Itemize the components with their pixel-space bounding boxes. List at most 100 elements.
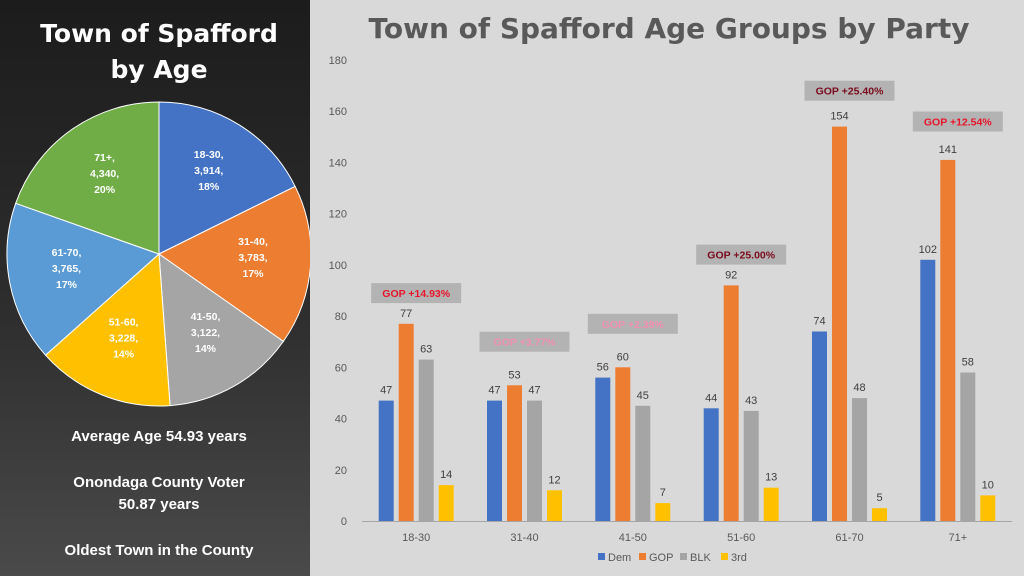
data-label-GOP-41-50: 60 [617, 351, 629, 363]
legend-label-Dem: Dem [608, 552, 631, 564]
data-label-Dem-18-30: 47 [380, 385, 392, 397]
pie-label-51-60: 51-60, 3,228, 14% [109, 316, 139, 360]
annotation-41-50: GOP +2.38% [602, 319, 665, 331]
bar-GOP-51-60 [723, 285, 739, 521]
county-voter-line1: Onondaga County Voter [73, 474, 245, 491]
y-tick-label: 100 [329, 260, 347, 272]
x-tick-label: 51-60 [727, 532, 755, 544]
pie-slice-61-70 [6, 202, 160, 356]
data-label-GOP-51-60: 92 [725, 269, 737, 281]
y-tick-label: 120 [329, 209, 347, 221]
data-label-GOP-71+: 141 [939, 144, 957, 156]
pie-label-line: 17% [56, 279, 78, 291]
data-label-BLK-18-30: 63 [420, 344, 432, 356]
bar-BLK-31-40 [527, 400, 542, 521]
bar-chart: 0 20 40 60 80 100 120 140 160 180 47 77 63 14 18-30 47 5… [329, 55, 1012, 564]
average-age-text: Average Age 54.93 years [71, 428, 247, 445]
bar-Dem-31-40 [487, 400, 502, 521]
bar-Dem-41-50 [595, 377, 611, 521]
pie-label-41-50: 41-50, 3,122, 14% [191, 311, 221, 355]
bar-GOP-71+ [940, 159, 956, 521]
data-label-GOP-18-30: 77 [400, 308, 412, 320]
bar-Dem-51-60 [703, 408, 719, 521]
bar-GOP-41-50 [615, 367, 631, 521]
data-label-Dem-31-40: 47 [488, 385, 500, 397]
bar-BLK-18-30 [418, 359, 434, 521]
data-label-GOP-31-40: 53 [508, 369, 520, 381]
annotation-box-18-30 [371, 283, 462, 304]
bar-3rd-31-40 [547, 490, 562, 521]
pie-label-line: 4,340, [90, 168, 119, 180]
oldest-town-text: Oldest Town in the County [64, 542, 254, 559]
bar-Dem-61-70 [812, 331, 827, 521]
pie-label-line: 71+, [94, 152, 115, 164]
y-tick-label: 0 [341, 516, 347, 528]
data-label-BLK-71+: 58 [962, 357, 974, 369]
annotation-61-70: GOP +25.40% [816, 86, 884, 98]
annotation-box-31-40 [479, 331, 570, 352]
data-label-3rd-51-60: 13 [765, 472, 777, 484]
legend-swatch-BLK [680, 553, 687, 560]
legend-label-GOP: GOP [649, 552, 673, 564]
pie-label-line: 18-30, [194, 149, 224, 161]
data-label-BLK-41-50: 45 [637, 390, 649, 402]
y-tick-label: 140 [329, 157, 347, 169]
pie-slice-51-60 [44, 252, 171, 407]
x-tick-label: 61-70 [835, 532, 863, 544]
pie-label-line: 14% [113, 348, 135, 360]
annotation-71+: GOP +12.54% [924, 117, 992, 129]
data-label-3rd-18-30: 14 [440, 469, 452, 481]
legend-label-3rd: 3rd [731, 552, 747, 564]
x-tick-label: 18-30 [402, 532, 430, 544]
data-label-3rd-71+: 10 [982, 479, 994, 491]
pie-label-line: 3,783, [238, 252, 267, 264]
annotation-box-71+ [912, 111, 1003, 132]
pie-label-line: 3,914, [194, 165, 223, 177]
bar-BLK-41-50 [635, 405, 651, 522]
bar-3rd-41-50 [655, 503, 671, 521]
data-label-Dem-61-70: 74 [813, 316, 825, 328]
legend-swatch-GOP [639, 553, 646, 560]
x-tick-label: 41-50 [619, 532, 647, 544]
bar-Dem-71+ [920, 259, 936, 521]
pie-label-71+: 71+, 4,340, 20% [90, 152, 119, 196]
pie-slice-18-30 [158, 101, 296, 255]
y-tick-label: 40 [335, 414, 347, 426]
data-label-BLK-51-60: 43 [745, 395, 757, 407]
bar-3rd-71+ [980, 495, 996, 521]
pie-chart: 18-30, 3,914, 18% 31-40, 3,783, 17% 41-50, 3,12… [6, 101, 312, 407]
pie-slice-41-50 [158, 252, 285, 407]
pie-label-line: 14% [195, 343, 217, 355]
y-tick-label: 20 [335, 465, 347, 477]
bar-BLK-51-60 [743, 410, 759, 521]
pie-title-line1: Town of Spafford [40, 19, 278, 48]
bar-Dem-18-30 [378, 400, 394, 521]
county-voter-line2: 50.87 years [118, 496, 200, 513]
data-label-GOP-61-70: 154 [830, 111, 848, 123]
pie-label-line: 18% [198, 181, 220, 193]
pie-label-line: 3,765, [52, 263, 81, 275]
bar-3rd-18-30 [438, 485, 454, 521]
bar-GOP-31-40 [507, 385, 522, 521]
annotation-box-41-50 [587, 313, 678, 334]
pie-title: Town of Spafford by Age [0, 16, 318, 88]
bar-BLK-71+ [960, 372, 976, 521]
data-label-Dem-71+: 102 [919, 244, 937, 256]
annotation-box-61-70 [804, 80, 895, 101]
pie-label-line: 51-60, [109, 316, 139, 328]
y-tick-label: 180 [329, 55, 347, 67]
pie-slice-71+ [15, 101, 160, 255]
data-label-Dem-41-50: 56 [597, 362, 609, 374]
bar-chart-title: Town of Spafford Age Groups by Party [368, 12, 970, 45]
data-label-3rd-41-50: 7 [660, 487, 666, 499]
data-label-3rd-61-70: 5 [876, 492, 882, 504]
pie-label-line: 3,228, [109, 332, 138, 344]
pie-label-61-70: 61-70, 3,765, 17% [52, 247, 82, 291]
data-label-BLK-31-40: 47 [528, 385, 540, 397]
bar-3rd-51-60 [763, 487, 779, 521]
data-label-3rd-31-40: 12 [548, 474, 560, 486]
x-tick-label: 71+ [948, 532, 967, 544]
pie-label-line: 3,122, [191, 327, 220, 339]
bar-GOP-61-70 [832, 126, 847, 521]
legend-swatch-3rd [721, 553, 728, 560]
